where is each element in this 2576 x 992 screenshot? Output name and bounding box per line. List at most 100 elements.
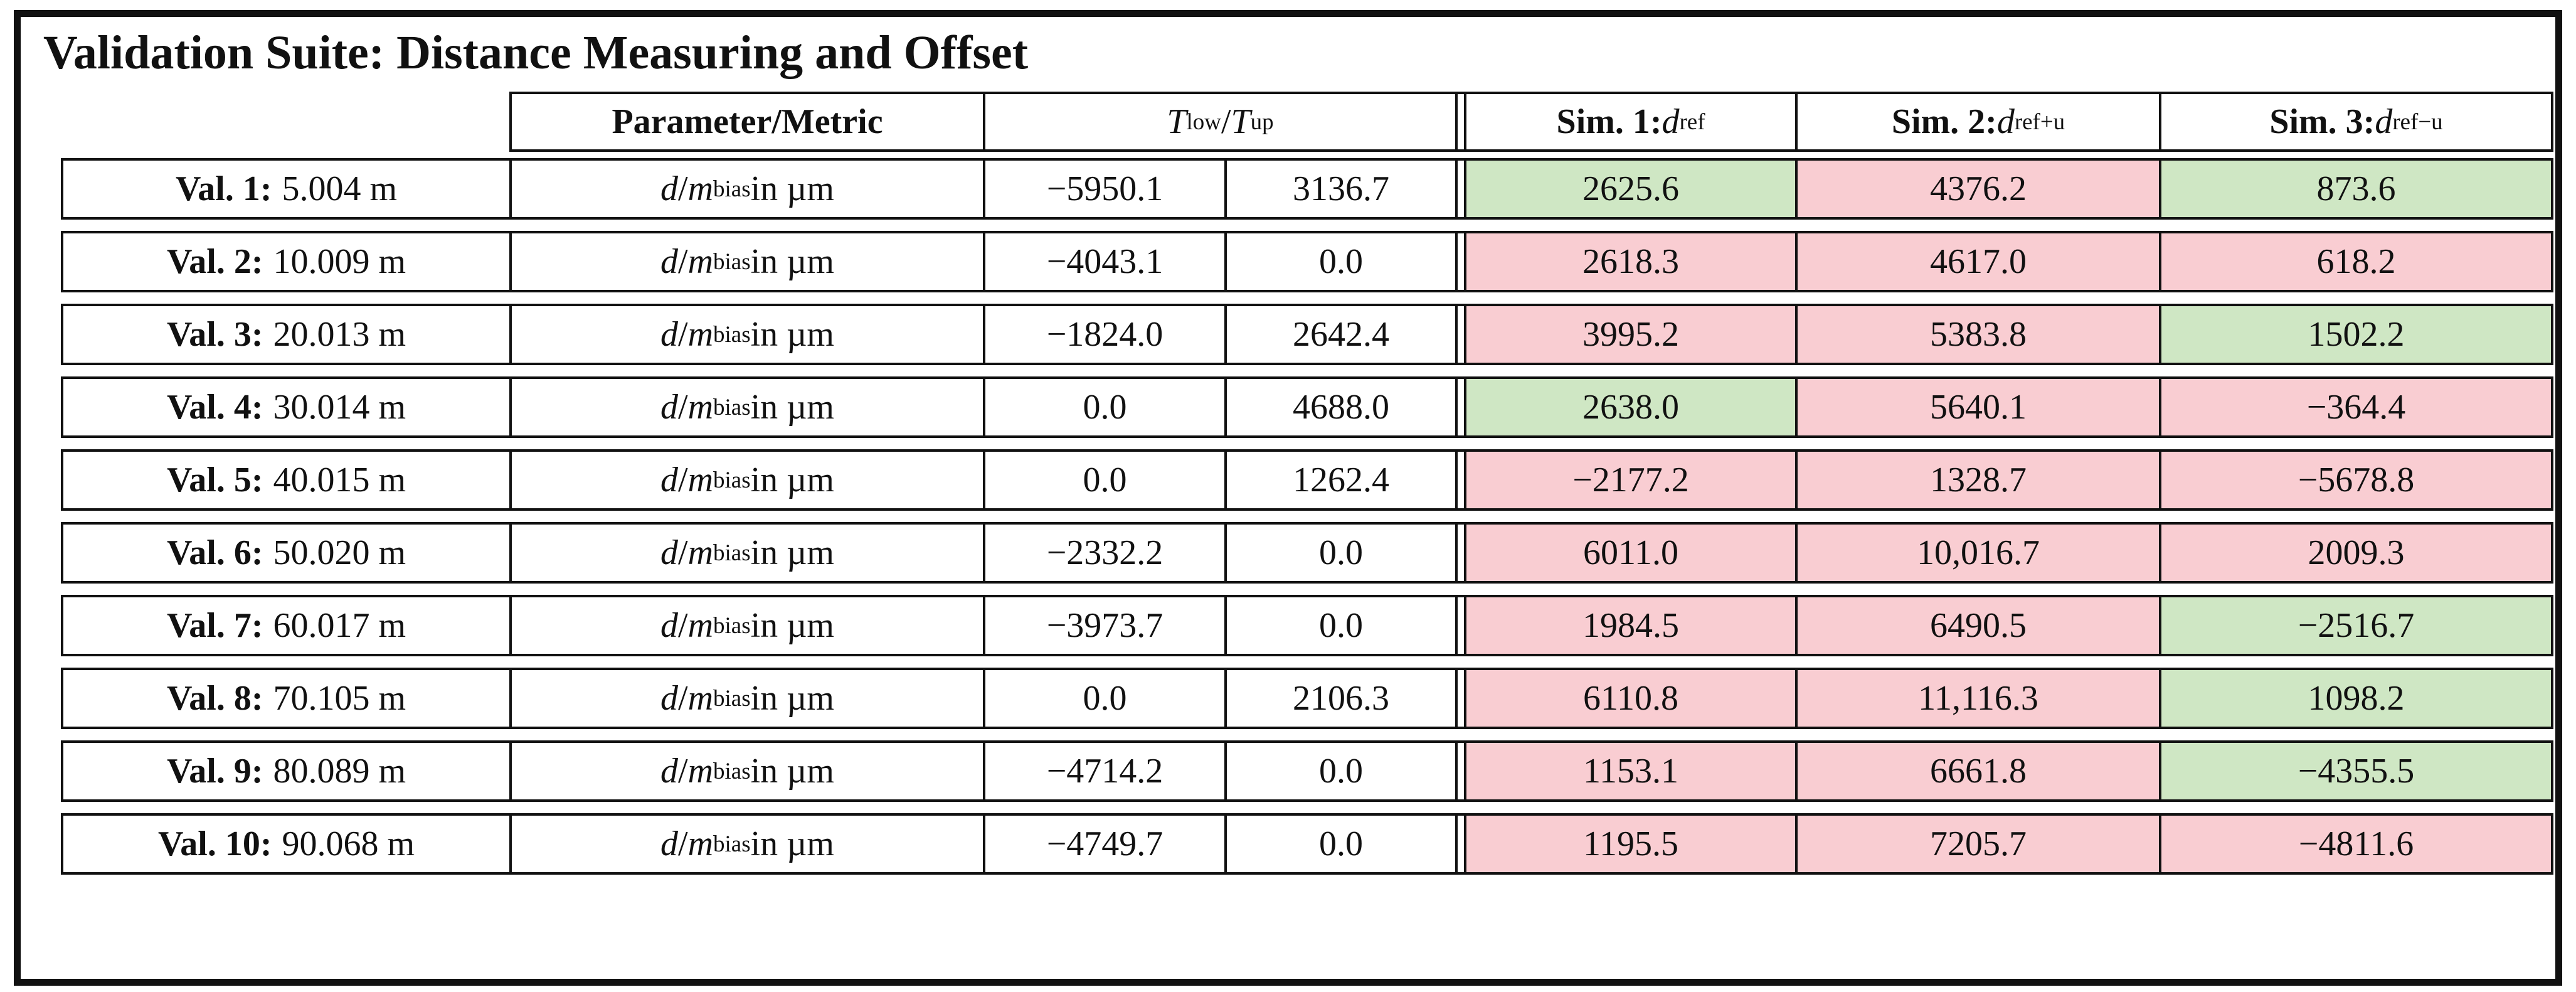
validation-label-cell: Val. 10: 90.068 m: [61, 813, 509, 875]
t-low-cell: 0.0: [983, 668, 1224, 729]
metric-cell: d / m bias in µm: [509, 740, 983, 802]
double-rule-gap: [1455, 740, 1464, 802]
double-rule-gap: [1455, 595, 1464, 656]
metric-cell: d / m bias in µm: [509, 595, 983, 656]
t-low-cell: −2332.2: [983, 522, 1224, 584]
header-spacer: [61, 92, 509, 152]
sim2-result-cell: 1328.7: [1795, 449, 2159, 511]
validation-id: Val. 6:: [166, 533, 263, 572]
sim3-result-cell: 1098.2: [2159, 668, 2553, 729]
sim2-result-cell: 7205.7: [1795, 813, 2159, 875]
t-low-cell: −1824.0: [983, 304, 1224, 365]
metric-cell: d / m bias in µm: [509, 376, 983, 438]
double-rule-gap: [1455, 92, 1464, 152]
t-up-cell: 0.0: [1224, 231, 1455, 292]
validation-label-cell: Val. 7: 60.017 m: [61, 595, 509, 656]
double-rule-gap: [1455, 231, 1464, 292]
sim3-result-cell: −4811.6: [2159, 813, 2553, 875]
sim2-result-cell: 6661.8: [1795, 740, 2159, 802]
table-row: Val. 6: 50.020 m d / m bias in µm −2332.2 …: [61, 522, 2555, 584]
sim2-result-cell: 10,016.7: [1795, 522, 2159, 584]
sim3-result-cell: 2009.3: [2159, 522, 2553, 584]
double-rule-gap: [1455, 376, 1464, 438]
sim3-result-cell: 873.6: [2159, 158, 2553, 220]
validation-id: Val. 8:: [166, 679, 263, 718]
figure-frame: Validation Suite: Distance Measuring and…: [14, 10, 2562, 986]
validation-label-cell: Val. 6: 50.020 m: [61, 522, 509, 584]
table-row: Val. 8: 70.105 m d / m bias in µm 0.0 2106…: [61, 668, 2555, 729]
t-up-cell: 0.0: [1224, 522, 1455, 584]
validation-distance: 30.014 m: [273, 388, 406, 427]
validation-id: Val. 3:: [166, 315, 263, 354]
table-row: Val. 5: 40.015 m d / m bias in µm 0.0 1262…: [61, 449, 2555, 511]
sim1-result-cell: 2625.6: [1464, 158, 1795, 220]
table-row: Val. 2: 10.009 m d / m bias in µm −4043.1 …: [61, 231, 2555, 292]
t-low-cell: −5950.1: [983, 158, 1224, 220]
sim1-result-cell: 2638.0: [1464, 376, 1795, 438]
double-rule-gap: [1455, 813, 1464, 875]
sim1-result-cell: −2177.2: [1464, 449, 1795, 511]
sim1-result-cell: 2618.3: [1464, 231, 1795, 292]
validation-label-cell: Val. 9: 80.089 m: [61, 740, 509, 802]
metric-cell: d / m bias in µm: [509, 449, 983, 511]
table-row: Val. 1: 5.004 m d / m bias in µm −5950.1 3…: [61, 158, 2555, 220]
sim2-result-cell: 5640.1: [1795, 376, 2159, 438]
sim1-result-cell: 1153.1: [1464, 740, 1795, 802]
t-low-cell: −4043.1: [983, 231, 1224, 292]
validation-label-cell: Val. 1: 5.004 m: [61, 158, 509, 220]
sim3-result-cell: −5678.8: [2159, 449, 2553, 511]
sim2-result-cell: 11,116.3: [1795, 668, 2159, 729]
sim1-header: Sim. 1: d ref: [1464, 92, 1795, 152]
table-row: Val. 3: 20.013 m d / m bias in µm −1824.0 …: [61, 304, 2555, 365]
validation-id: Val. 9:: [166, 752, 263, 791]
sim3-result-cell: −364.4: [2159, 376, 2553, 438]
validation-distance: 20.013 m: [273, 315, 406, 354]
double-rule-gap: [1455, 158, 1464, 220]
table-row: Val. 4: 30.014 m d / m bias in µm 0.0 4688…: [61, 376, 2555, 438]
sim1-result-cell: 1984.5: [1464, 595, 1795, 656]
sim1-result-cell: 3995.2: [1464, 304, 1795, 365]
metric-cell: d / m bias in µm: [509, 231, 983, 292]
sim1-result-cell: 6011.0: [1464, 522, 1795, 584]
sim1-result-cell: 1195.5: [1464, 813, 1795, 875]
sim2-result-cell: 4617.0: [1795, 231, 2159, 292]
t-low-cell: 0.0: [983, 376, 1224, 438]
sim3-result-cell: 1502.2: [2159, 304, 2553, 365]
t-up-cell: 2642.4: [1224, 304, 1455, 365]
validation-distance: 90.068 m: [282, 824, 415, 863]
double-rule-gap: [1455, 304, 1464, 365]
t-up-cell: 0.0: [1224, 595, 1455, 656]
page-title: Validation Suite: Distance Measuring and…: [43, 26, 1029, 79]
validation-label-cell: Val. 5: 40.015 m: [61, 449, 509, 511]
metric-cell: d / m bias in µm: [509, 304, 983, 365]
validation-label-cell: Val. 8: 70.105 m: [61, 668, 509, 729]
validation-label-cell: Val. 3: 20.013 m: [61, 304, 509, 365]
validation-id: Val. 2:: [166, 242, 263, 281]
validation-distance: 40.015 m: [273, 461, 406, 499]
sim3-result-cell: −2516.7: [2159, 595, 2553, 656]
table-row: Val. 9: 80.089 m d / m bias in µm −4714.2 …: [61, 740, 2555, 802]
validation-distance: 60.017 m: [273, 606, 406, 645]
param-metric-header: Parameter/Metric: [509, 92, 983, 152]
validation-distance: 5.004 m: [282, 169, 398, 208]
metric-cell: d / m bias in µm: [509, 522, 983, 584]
table-row: Val. 7: 60.017 m d / m bias in µm −3973.7 …: [61, 595, 2555, 656]
validation-distance: 80.089 m: [273, 752, 406, 791]
t-low-cell: −3973.7: [983, 595, 1224, 656]
validation-distance: 50.020 m: [273, 533, 406, 572]
sim1-result-cell: 6110.8: [1464, 668, 1795, 729]
t-low-cell: −4749.7: [983, 813, 1224, 875]
validation-distance: 10.009 m: [273, 242, 406, 281]
validation-id: Val. 1:: [175, 169, 272, 208]
t-up-cell: 4688.0: [1224, 376, 1455, 438]
t-up-cell: 1262.4: [1224, 449, 1455, 511]
sim3-result-cell: −4355.5: [2159, 740, 2553, 802]
metric-cell: d / m bias in µm: [509, 158, 983, 220]
t-low-cell: −4714.2: [983, 740, 1224, 802]
validation-id: Val. 5:: [166, 461, 263, 499]
table-row: Val. 10: 90.068 m d / m bias in µm −4749.7…: [61, 813, 2555, 875]
t-up-cell: 0.0: [1224, 813, 1455, 875]
